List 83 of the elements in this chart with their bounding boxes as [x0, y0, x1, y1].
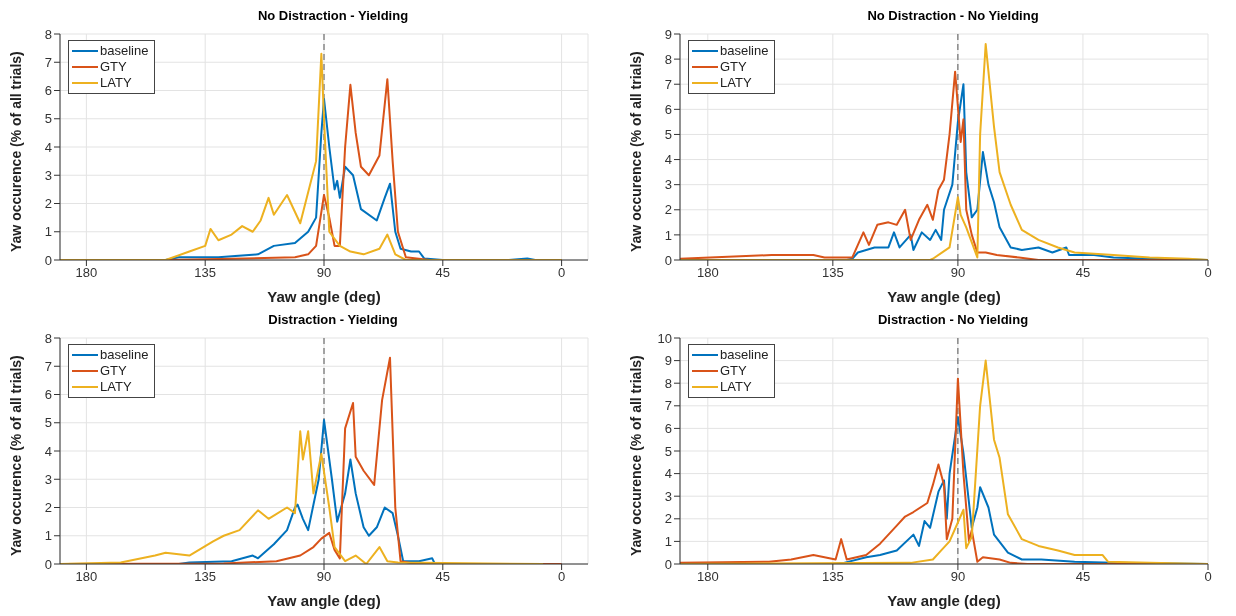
chart-title: Distraction - No Yielding — [876, 312, 1030, 328]
x-axis-title: Yaw angle (deg) — [267, 592, 381, 609]
y-tick-label: 1 — [664, 227, 672, 243]
legend-label: GTY — [100, 59, 127, 75]
y-axis-title: Yaw occurence (% of all trials) — [627, 51, 644, 252]
y-tick-label: 6 — [44, 387, 52, 403]
y-tick-label: 8 — [664, 375, 672, 391]
y-tick-label: 2 — [44, 500, 52, 516]
y-tick-label: 3 — [44, 471, 52, 487]
legend-label: LATY — [720, 379, 752, 395]
y-axis-title: Yaw occurence (% of all trials) — [7, 51, 24, 252]
y-tick-label: 5 — [664, 443, 672, 459]
y-tick-label: 8 — [44, 26, 52, 42]
x-axis-title: Yaw angle (deg) — [887, 592, 1001, 609]
x-tick-label: 0 — [557, 265, 566, 281]
y-tick-label: 2 — [44, 196, 52, 212]
y-tick-label: 4 — [664, 466, 672, 482]
x-tick-label: 90 — [950, 569, 966, 585]
y-tick-label: 0 — [44, 252, 52, 268]
y-tick-label: 5 — [44, 415, 52, 431]
chart-title: Distraction - Yielding — [267, 312, 399, 328]
x-tick-label: 135 — [194, 265, 217, 281]
x-tick-label: 90 — [950, 265, 966, 281]
x-tick-label: 135 — [821, 569, 844, 585]
legend-label: GTY — [720, 363, 747, 379]
y-tick-label: 0 — [664, 252, 672, 268]
y-tick-label: 6 — [664, 421, 672, 437]
y-tick-label: 0 — [44, 556, 52, 572]
legend-label: GTY — [720, 59, 747, 75]
y-tick-label: 2 — [664, 202, 672, 218]
y-tick-label: 8 — [664, 51, 672, 67]
x-tick-label: 135 — [194, 569, 217, 585]
x-tick-label: 180 — [696, 569, 719, 585]
x-tick-label: 0 — [557, 569, 566, 585]
chart-title: No Distraction - Yielding — [256, 8, 410, 24]
x-tick-label: 135 — [821, 265, 844, 281]
y-tick-label: 7 — [664, 76, 672, 92]
x-tick-label: 90 — [316, 569, 332, 585]
y-tick-label: 7 — [664, 398, 672, 414]
y-axis-title: Yaw occurence (% of all trials) — [7, 355, 24, 556]
y-tick-label: 5 — [44, 111, 52, 127]
chart-title: No Distraction - No Yielding — [866, 8, 1040, 24]
y-tick-label: 5 — [664, 127, 672, 143]
y-tick-label: 1 — [44, 224, 52, 240]
x-tick-label: 180 — [696, 265, 719, 281]
y-tick-label: 3 — [44, 167, 52, 183]
y-tick-label: 7 — [44, 54, 52, 70]
legend-label: LATY — [100, 379, 132, 395]
legend-label: baseline — [720, 43, 769, 59]
y-tick-label: 6 — [664, 101, 672, 117]
y-tick-label: 9 — [664, 353, 672, 369]
legend-label: baseline — [100, 347, 149, 363]
legend-label: baseline — [100, 43, 149, 59]
y-tick-label: 0 — [664, 556, 672, 572]
y-tick-label: 4 — [44, 139, 52, 155]
y-tick-label: 10 — [657, 330, 672, 346]
y-tick-label: 6 — [44, 83, 52, 99]
y-tick-label: 7 — [44, 358, 52, 374]
y-tick-label: 4 — [664, 152, 672, 168]
x-tick-label: 90 — [316, 265, 332, 281]
x-tick-label: 180 — [75, 569, 98, 585]
x-tick-label: 0 — [1204, 265, 1212, 281]
x-axis-title: Yaw angle (deg) — [887, 288, 1001, 305]
legend-label: LATY — [100, 75, 132, 91]
y-tick-label: 8 — [44, 330, 52, 346]
x-tick-label: 45 — [435, 569, 451, 585]
y-tick-label: 3 — [664, 488, 672, 504]
x-tick-label: 45 — [435, 265, 451, 281]
y-tick-label: 4 — [44, 443, 52, 459]
y-tick-label: 1 — [44, 528, 52, 544]
legend-label: LATY — [720, 75, 752, 91]
y-tick-label: 3 — [664, 177, 672, 193]
y-tick-label: 9 — [664, 26, 672, 42]
x-tick-label: 180 — [75, 265, 98, 281]
y-tick-label: 2 — [664, 511, 672, 527]
x-tick-label: 0 — [1204, 569, 1212, 585]
legend-label: GTY — [100, 363, 127, 379]
y-tick-label: 1 — [664, 534, 672, 550]
x-tick-label: 45 — [1075, 569, 1091, 585]
x-axis-title: Yaw angle (deg) — [267, 288, 381, 305]
x-tick-label: 45 — [1075, 265, 1091, 281]
y-axis-title: Yaw occurence (% of all trials) — [627, 355, 644, 556]
legend-label: baseline — [720, 347, 769, 363]
